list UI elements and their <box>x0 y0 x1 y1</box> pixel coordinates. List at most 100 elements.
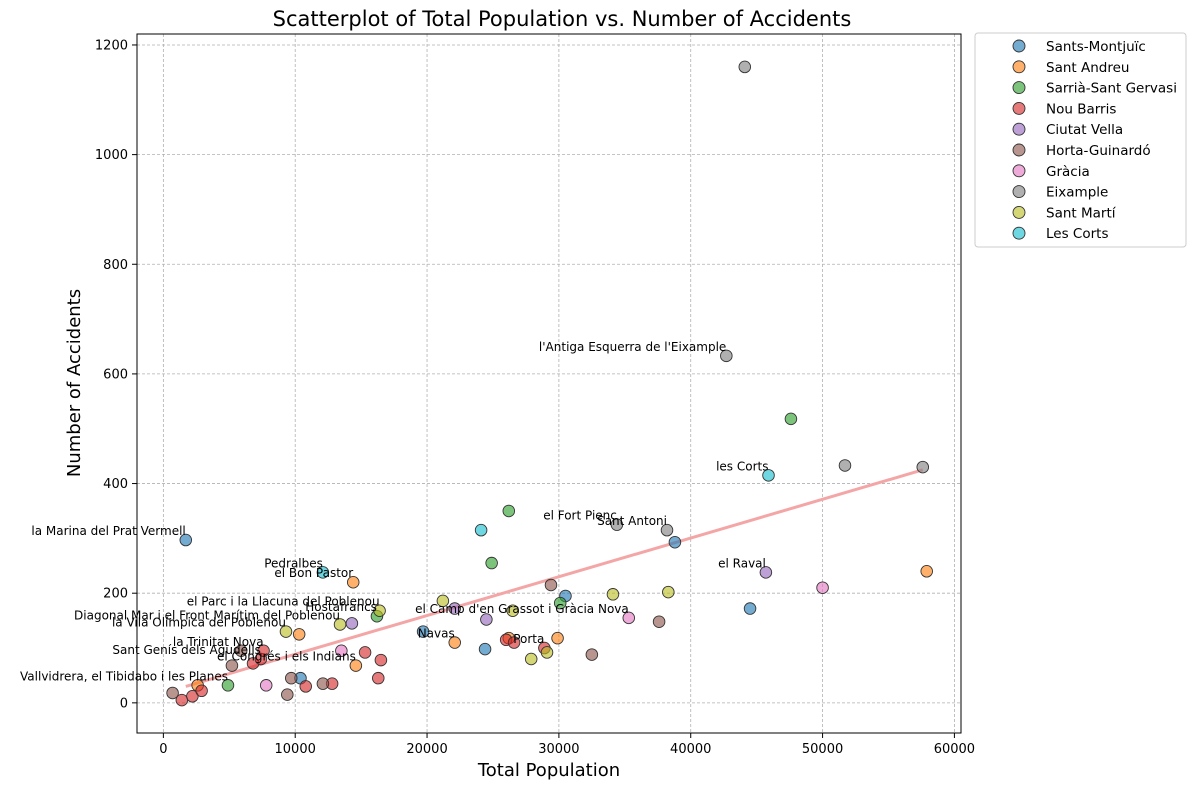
legend-marker <box>1012 205 1026 219</box>
y-tick-label: 800 <box>103 258 128 273</box>
legend-marker <box>1012 122 1026 136</box>
legend-marker <box>1012 226 1026 240</box>
point-annotation: el Bon Pastor <box>274 566 353 580</box>
data-point <box>485 556 498 570</box>
x-tick-label: 0 <box>159 742 167 757</box>
data-point <box>553 596 567 610</box>
data-point <box>195 684 208 698</box>
y-tick-label: 200 <box>103 587 128 602</box>
point-annotation: Navas <box>418 627 455 641</box>
data-point <box>179 533 193 547</box>
point-annotation: les Corts <box>716 459 768 473</box>
data-point <box>448 636 461 649</box>
legend-marker <box>1012 143 1026 157</box>
point-annotation: el Congrés i els Indians <box>217 650 356 664</box>
legend: Sants-Montjuïc Sant Andreu Sarrià-Sant Ger… <box>974 32 1187 248</box>
x-tick-label: 60000 <box>934 742 975 757</box>
x-tick-label: 10000 <box>275 742 316 757</box>
data-point <box>838 459 852 472</box>
legend-marker <box>1012 39 1026 53</box>
legend-marker <box>1012 60 1026 74</box>
data-point <box>166 686 179 700</box>
point-annotation: Pedralbes <box>264 556 323 570</box>
data-point <box>606 588 620 601</box>
legend-label: Sarrià-Sant Gervasi <box>1046 81 1177 97</box>
legend-label: Nou Barris <box>1046 101 1116 117</box>
data-point <box>281 688 294 701</box>
data-point <box>221 679 235 692</box>
point-annotation: el Fort Pienc <box>543 509 617 523</box>
point-annotation: Sant Antoni <box>597 514 667 528</box>
data-point <box>257 644 270 658</box>
data-point <box>506 604 519 617</box>
x-tick-label: 50000 <box>802 742 843 757</box>
point-annotation: el Camp d'en Grassot i Gràcia Nova <box>415 602 629 616</box>
data-point <box>784 412 798 426</box>
data-point <box>524 652 538 666</box>
x-tick-label: 40000 <box>670 742 711 757</box>
legend-label: Horta-Guinardó <box>1046 143 1151 159</box>
data-point <box>279 625 293 638</box>
data-point <box>299 680 313 693</box>
legend-label: Sant Martí <box>1046 205 1117 221</box>
data-point <box>316 566 330 579</box>
data-point <box>448 602 461 615</box>
point-annotation: Sant Genís dels Agudells <box>112 643 261 657</box>
data-point <box>920 565 933 578</box>
data-point <box>540 646 554 659</box>
legend-label: Gràcia <box>1046 164 1090 180</box>
data-point <box>502 504 516 518</box>
data-point <box>259 679 273 692</box>
data-point <box>652 615 666 628</box>
plot-frame <box>136 33 962 734</box>
data-point <box>436 594 450 608</box>
data-point <box>292 628 306 641</box>
data-point <box>762 469 775 482</box>
x-tick-label: 20000 <box>406 742 447 757</box>
data-point <box>507 636 521 649</box>
trendline-line <box>185 468 924 688</box>
data-point <box>480 613 493 626</box>
x-tick-label: 30000 <box>538 742 579 757</box>
chart-title: Scatterplot of Total Population vs. Numb… <box>273 7 852 31</box>
point-annotation: Hostafrancs <box>305 600 377 614</box>
point-annotation: Porta <box>513 632 544 646</box>
data-point <box>186 690 199 703</box>
data-point <box>225 659 239 672</box>
point-annotation: el Raval <box>718 556 766 570</box>
data-point <box>316 677 330 690</box>
data-point <box>585 648 599 661</box>
axis-ticks: 0 10000 20000 30000 40000 50000 60000 0 200 400 60… <box>95 38 975 757</box>
point-annotation: la Vila Olímpica del Poblenou <box>112 616 286 630</box>
data-point <box>416 625 430 638</box>
x-axis-label: Total Population <box>477 760 620 781</box>
annotations: l'Antiga Esquerra de l'Eixample les Corts… <box>20 340 768 683</box>
data-point <box>738 60 752 74</box>
y-tick-label: 1000 <box>95 148 128 163</box>
point-annotation: Vallvidrera, el Tibidabo i les Planes <box>20 669 228 683</box>
legend-label: Eixample <box>1046 185 1108 201</box>
data-point <box>662 585 675 599</box>
point-annotation: el Parc i la Llacuna del Poblenou <box>187 595 380 609</box>
y-tick-label: 0 <box>120 696 128 711</box>
data-point <box>349 659 363 672</box>
data-point <box>759 566 773 579</box>
legend-label: Sants-Montjuïc <box>1046 39 1146 55</box>
data-point <box>374 653 388 667</box>
data-point <box>346 575 360 589</box>
legend-label: Les Corts <box>1046 226 1108 242</box>
data-point <box>335 644 348 658</box>
data-point <box>668 535 682 549</box>
data-point <box>610 518 624 531</box>
grid <box>137 34 961 733</box>
data-point <box>720 349 733 363</box>
legend-label: Ciutat Vella <box>1046 122 1123 138</box>
data-point <box>916 460 930 474</box>
y-axis-label: Number of Accidents <box>64 289 85 477</box>
legend-label: Sant Andreu <box>1046 60 1129 76</box>
legend-box <box>974 32 1187 248</box>
data-point <box>285 671 298 685</box>
data-point <box>660 523 674 537</box>
data-point <box>345 617 359 630</box>
legend-marker <box>1012 185 1026 199</box>
